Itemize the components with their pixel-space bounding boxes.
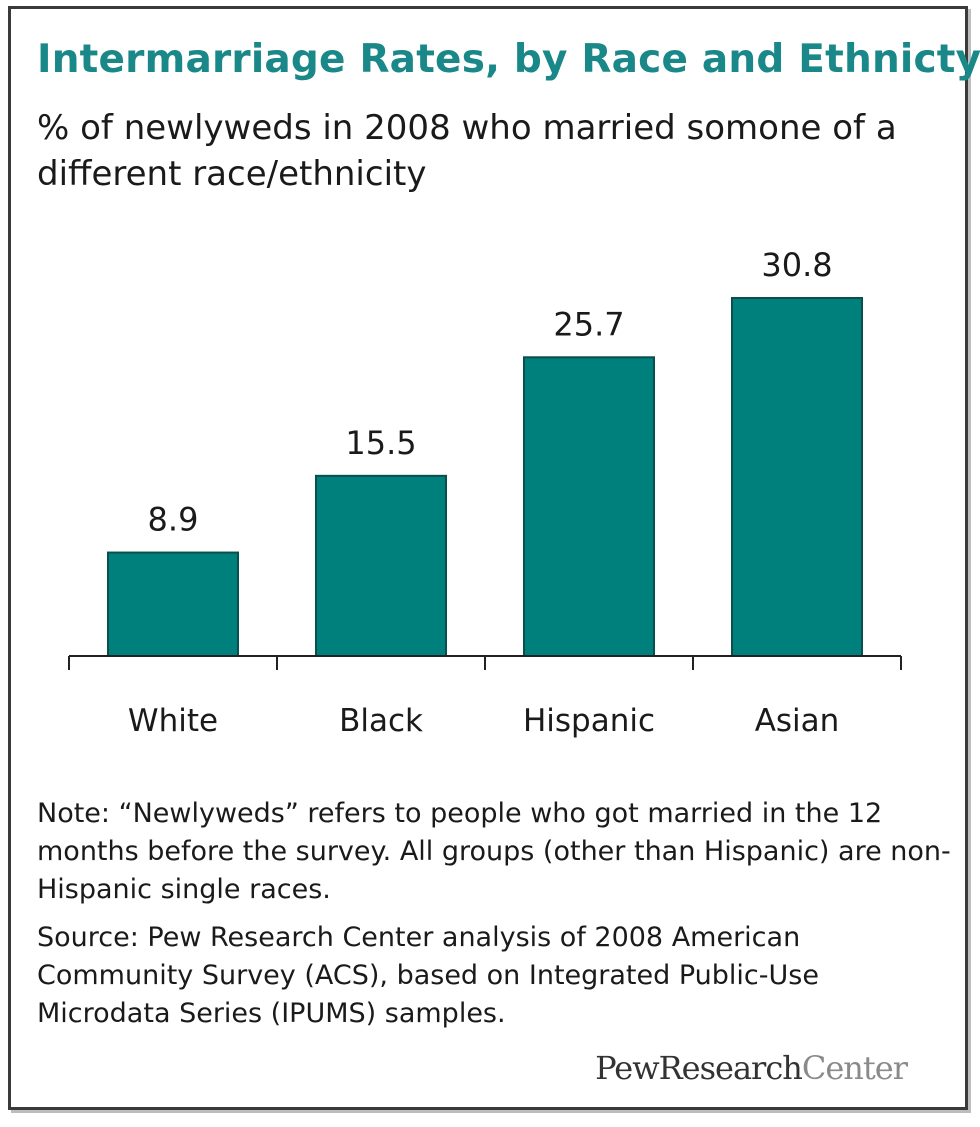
bar-chart: 8.9 White 15.5 Black 25.7 Hispanic 30.8 Asian xyxy=(68,246,902,739)
chart-title: Intermarriage Rates, by Race and Ethnict… xyxy=(37,37,980,82)
bar-hispanic xyxy=(523,356,655,657)
logo-light-text: Center xyxy=(801,1049,908,1087)
category-label-asian: Asian xyxy=(755,703,840,739)
data-label-hispanic: 25.7 xyxy=(553,305,624,343)
chart-subtitle: % of newlyweds in 2008 who married somon… xyxy=(37,108,897,194)
bar-white xyxy=(107,551,239,657)
category-label-white: White xyxy=(128,703,218,739)
bar-asian xyxy=(731,297,863,657)
logo-bold-text: PewResearch xyxy=(595,1049,803,1087)
chart-source: Source: Pew Research Center analysis of … xyxy=(37,922,819,1029)
chart-frame: Intermarriage Rates, by Race and Ethnict… xyxy=(8,6,980,1110)
category-label-black: Black xyxy=(339,703,423,739)
pew-research-center-logo: PewResearchCenter xyxy=(595,1049,908,1087)
category-label-hispanic: Hispanic xyxy=(523,703,655,739)
chart-note: Note: “Newlyweds” refers to people who g… xyxy=(37,798,951,905)
data-label-black: 15.5 xyxy=(345,424,416,462)
bar-black xyxy=(315,474,447,658)
data-label-asian: 30.8 xyxy=(761,246,832,284)
data-label-white: 8.9 xyxy=(148,501,199,539)
